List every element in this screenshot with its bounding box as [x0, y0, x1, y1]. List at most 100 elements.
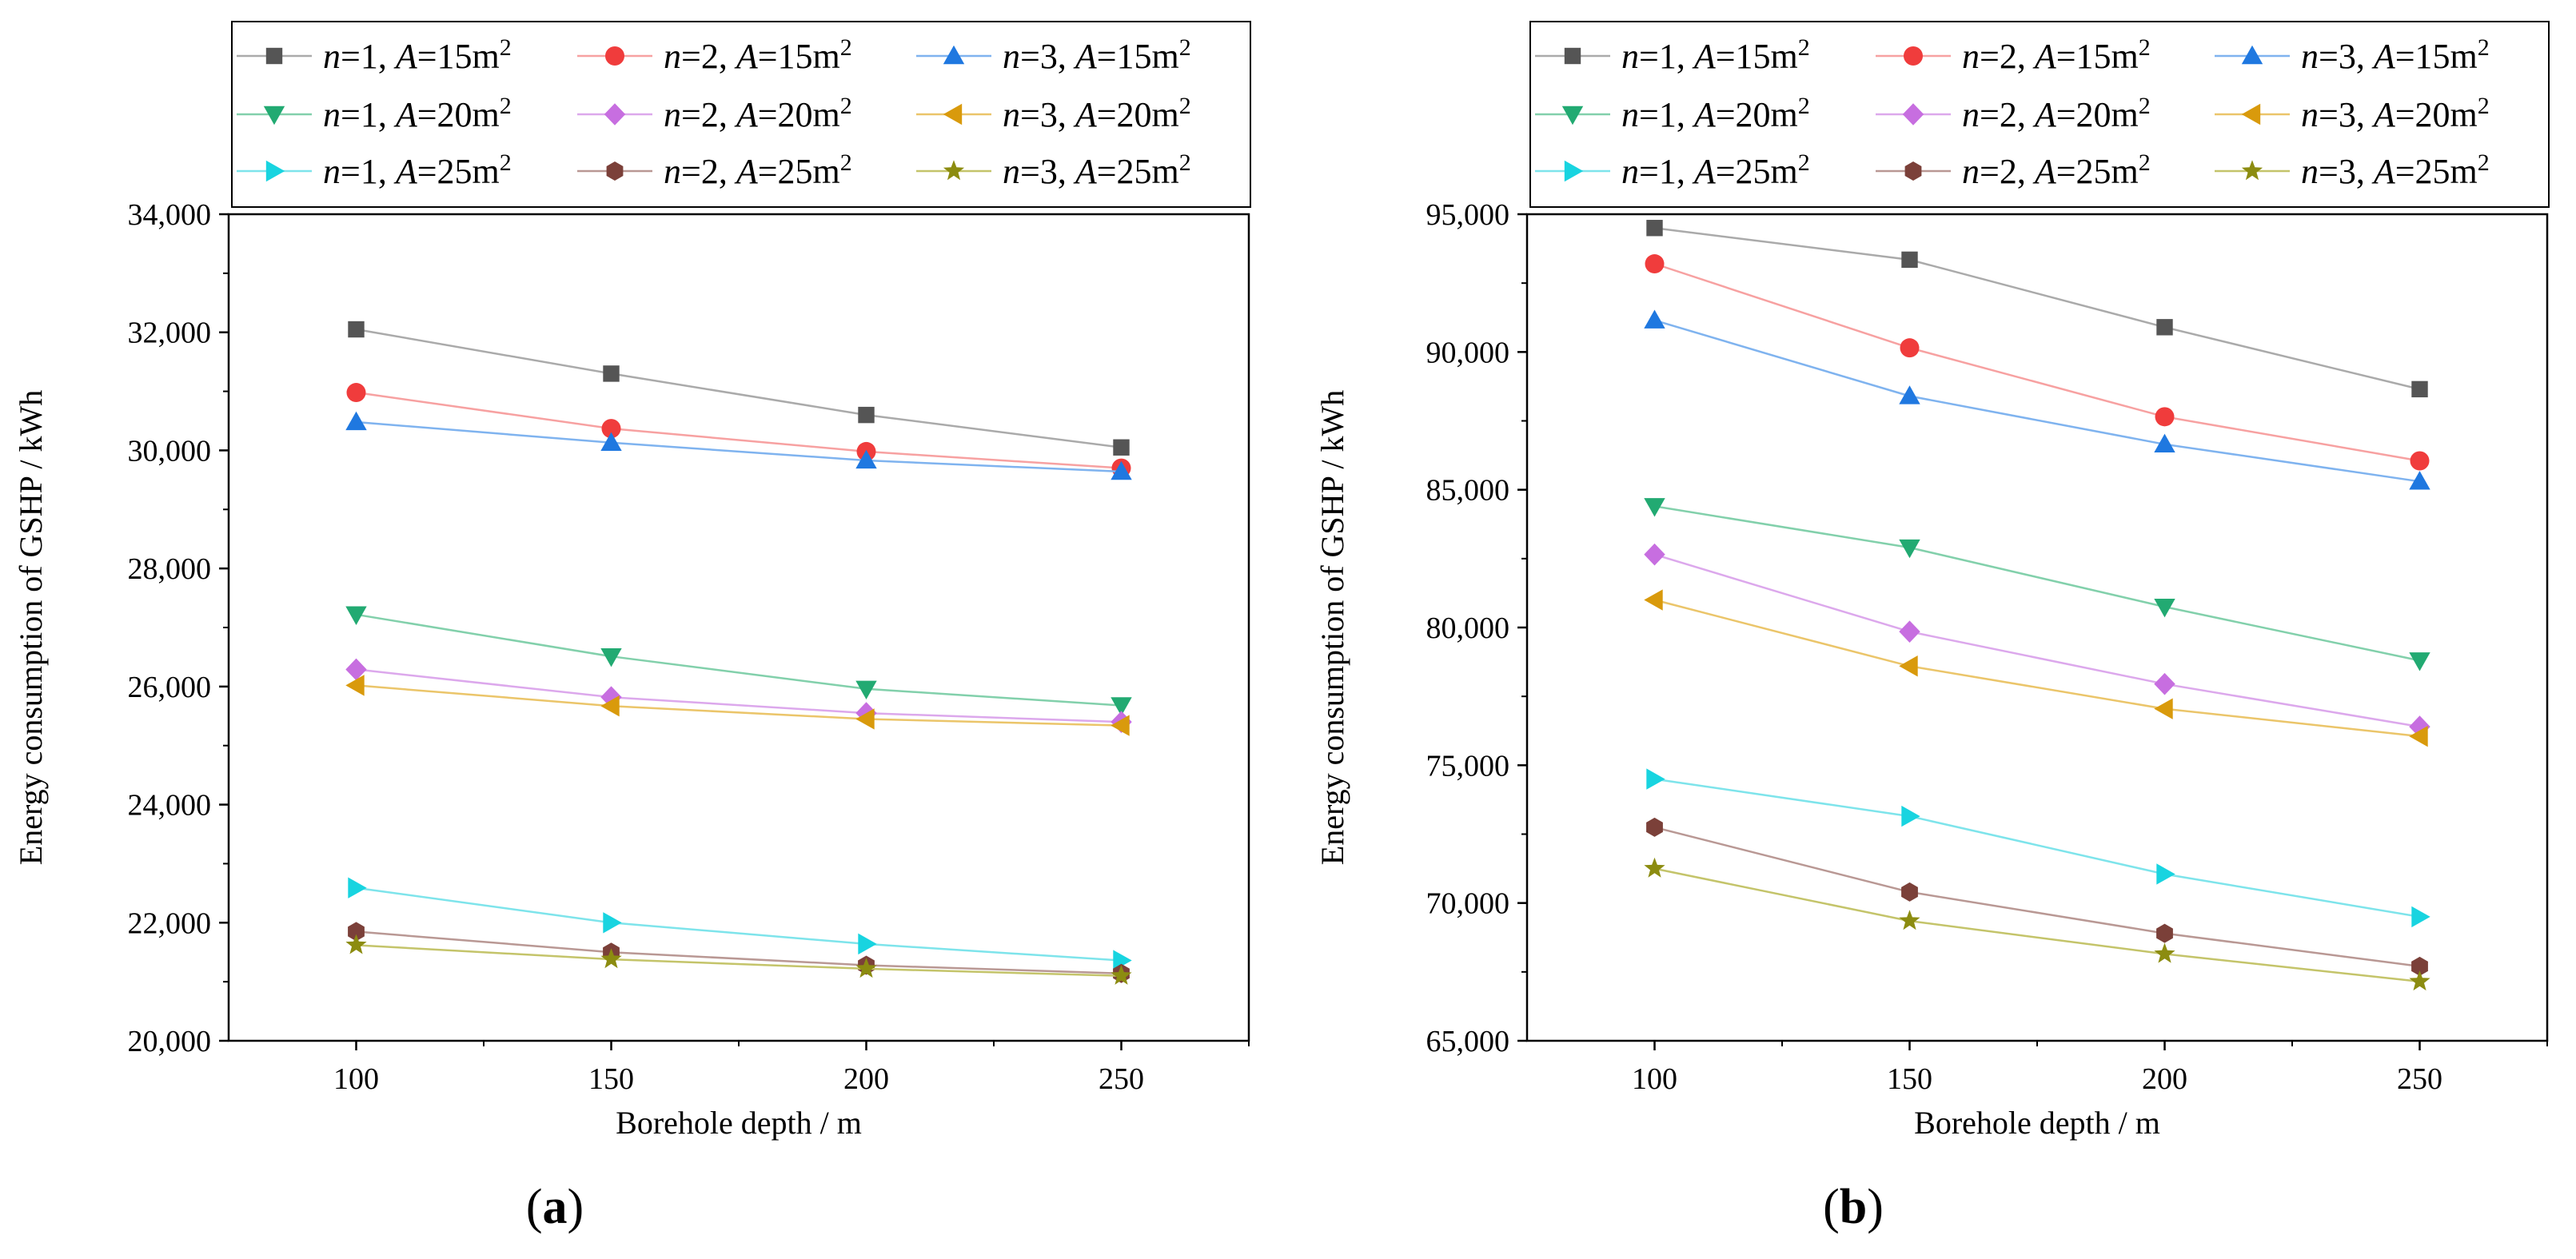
- data-point: [603, 365, 620, 382]
- series-n-1-a-15m2: [348, 321, 1130, 456]
- data-point: [345, 675, 365, 696]
- data-point: [855, 708, 875, 730]
- legend-label: n=3, A=15m2: [2301, 34, 2490, 76]
- data-point: [855, 680, 877, 700]
- y-tick-label: 80,000: [1426, 612, 1510, 645]
- series-line: [356, 684, 1122, 727]
- data-point: [2156, 863, 2175, 885]
- data-point: [1644, 589, 1663, 611]
- y-tick-label: 32,000: [128, 317, 212, 350]
- series-n-2-a-15m2: [1645, 254, 2430, 471]
- data-point: [2409, 725, 2428, 747]
- data-point: [1645, 254, 1665, 274]
- data-point: [858, 406, 875, 424]
- data-point: [855, 958, 877, 978]
- series-line: [1654, 319, 2420, 483]
- legend-entry: n=1, A=25m2: [1535, 149, 1810, 191]
- series-n-3-a-15m2: [1644, 309, 2430, 490]
- legend-entry: n=2, A=20m2: [1876, 93, 2151, 134]
- series-line: [356, 886, 1122, 962]
- legend-entry: n=3, A=15m2: [916, 34, 1191, 76]
- y-tick-label: 24,000: [128, 789, 212, 823]
- data-point: [2409, 471, 2430, 490]
- data-point: [1899, 655, 1918, 677]
- x-axis-title: Borehole depth / m: [616, 1105, 862, 1141]
- legend-label: n=2, A=20m2: [1962, 93, 2151, 134]
- series-line: [1654, 226, 2420, 391]
- y-tick-label: 30,000: [128, 434, 212, 468]
- series-line: [1654, 778, 2420, 918]
- data-point: [1644, 498, 1665, 517]
- legend-marker: [1561, 106, 1584, 126]
- data-point: [1113, 950, 1132, 971]
- y-tick-label: 65,000: [1426, 1025, 1510, 1058]
- y-tick-label: 95,000: [1426, 198, 1510, 232]
- data-point: [1646, 768, 1665, 790]
- data-point: [346, 383, 366, 403]
- series-line: [356, 930, 1122, 975]
- legend-entry: n=1, A=20m2: [1535, 93, 1810, 134]
- series-n-2-a-20m2: [1644, 543, 2430, 738]
- data-point: [2154, 433, 2175, 452]
- legend: n=1, A=15m2 n=2, A=15m2 n=3, A=15m2 n=1, A=…: [1529, 21, 2550, 208]
- y-tick-label: 22,000: [128, 906, 212, 940]
- legend-label: n=2, A=25m2: [664, 149, 852, 191]
- plot-frame: [1525, 213, 2549, 1042]
- series-line: [1654, 867, 2420, 983]
- legend-entry: n=1, A=20m2: [237, 93, 512, 134]
- series-line: [1654, 826, 2420, 968]
- data-point: [345, 411, 367, 431]
- legend: n=1, A=15m2 n=2, A=15m2 n=3, A=15m2 n=1, A=…: [231, 21, 1251, 208]
- legend-marker: [1902, 103, 1924, 126]
- data-point: [1901, 251, 1918, 269]
- series-line: [356, 613, 1122, 707]
- data-point: [2410, 451, 2430, 471]
- x-tick-label: 200: [843, 1062, 889, 1096]
- legend-entry: n=2, A=25m2: [1876, 149, 2151, 191]
- data-point: [2155, 407, 2175, 427]
- legend-entry: n=3, A=25m2: [916, 149, 1191, 191]
- data-point: [855, 449, 877, 469]
- panel-label: (a): [526, 1180, 584, 1234]
- data-point: [348, 321, 365, 338]
- x-tick-label: 200: [2142, 1062, 2187, 1096]
- legend-entry: n=2, A=15m2: [1876, 34, 2151, 76]
- series-line: [356, 420, 1122, 473]
- legend-label: n=1, A=15m2: [323, 34, 512, 76]
- legend-marker: [606, 161, 624, 181]
- series-n-1-a-15m2: [1646, 220, 2428, 398]
- y-tick-label: 20,000: [128, 1025, 212, 1058]
- x-tick-label: 250: [2397, 1062, 2442, 1096]
- y-axis-title: Energy consumption of GSHP / kWh: [13, 390, 49, 865]
- series-n-3-a-15m2: [345, 411, 1132, 480]
- legend-entry: n=2, A=20m2: [577, 93, 852, 134]
- data-point: [345, 606, 367, 625]
- legend-label: n=1, A=15m2: [1621, 34, 1810, 76]
- panel-label: (b): [1823, 1180, 1884, 1234]
- legend-entry: n=2, A=15m2: [577, 34, 852, 76]
- legend-entry: n=1, A=15m2: [237, 34, 512, 76]
- data-point: [1900, 338, 1920, 358]
- legend-label: n=2, A=25m2: [1962, 149, 2151, 191]
- data-point: [1901, 805, 1920, 827]
- legend-marker: [605, 46, 624, 66]
- series-line: [1654, 505, 2420, 662]
- legend-label: n=3, A=15m2: [1003, 34, 1191, 76]
- x-tick-label: 150: [1887, 1062, 1932, 1096]
- legend-entry: n=3, A=20m2: [916, 93, 1191, 134]
- data-point: [1111, 965, 1132, 985]
- legend-label: n=3, A=25m2: [2301, 149, 2490, 191]
- data-point: [601, 419, 621, 439]
- data-point: [1899, 385, 1920, 404]
- legend-label: n=1, A=20m2: [323, 93, 512, 134]
- y-tick-label: 90,000: [1426, 336, 1510, 369]
- legend-label: n=3, A=25m2: [1003, 149, 1191, 191]
- legend-label: n=3, A=20m2: [2301, 93, 2490, 134]
- data-point: [348, 877, 367, 898]
- data-point: [600, 432, 622, 452]
- y-tick-label: 34,000: [128, 198, 212, 232]
- series-line: [1654, 599, 2420, 738]
- y-tick-label: 85,000: [1426, 474, 1510, 508]
- data-point: [2154, 598, 2175, 618]
